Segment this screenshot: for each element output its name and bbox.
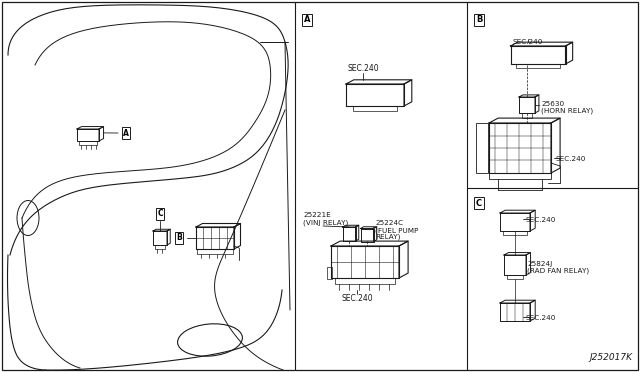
- Text: SEC.240: SEC.240: [341, 294, 373, 303]
- Text: (FUEL PUMP: (FUEL PUMP: [375, 227, 419, 234]
- Bar: [522, 113, 532, 118]
- Bar: [507, 275, 523, 279]
- Bar: [353, 106, 397, 111]
- Text: B: B: [476, 16, 482, 25]
- Bar: [79, 141, 97, 145]
- Bar: [516, 64, 560, 68]
- Text: J252017K: J252017K: [589, 353, 632, 362]
- Text: SEC.240: SEC.240: [347, 64, 379, 73]
- Text: SEC.240: SEC.240: [525, 217, 556, 223]
- Text: B: B: [176, 234, 182, 243]
- Bar: [476, 123, 488, 173]
- Text: (RAD FAN RELAY): (RAD FAN RELAY): [527, 268, 589, 275]
- Text: (VINJ RELAY): (VINJ RELAY): [303, 219, 348, 225]
- Text: SEC.240: SEC.240: [513, 39, 543, 45]
- Text: RELAY): RELAY): [375, 234, 401, 241]
- Text: 25221E: 25221E: [303, 212, 331, 218]
- Bar: [335, 278, 395, 284]
- Bar: [155, 245, 165, 249]
- Text: (HORN RELAY): (HORN RELAY): [541, 108, 593, 115]
- Text: A: A: [304, 16, 310, 25]
- Bar: [197, 249, 233, 254]
- Text: SEC.240: SEC.240: [555, 156, 586, 162]
- Text: 25630: 25630: [541, 101, 564, 107]
- Bar: [327, 267, 332, 279]
- Text: 25224C: 25224C: [375, 220, 403, 226]
- Text: 25824J: 25824J: [527, 261, 552, 267]
- Text: A: A: [123, 128, 129, 138]
- Text: C: C: [476, 199, 482, 208]
- Bar: [503, 231, 527, 235]
- Text: SEC.240: SEC.240: [525, 315, 556, 321]
- Bar: [489, 173, 551, 179]
- Text: C: C: [157, 209, 163, 218]
